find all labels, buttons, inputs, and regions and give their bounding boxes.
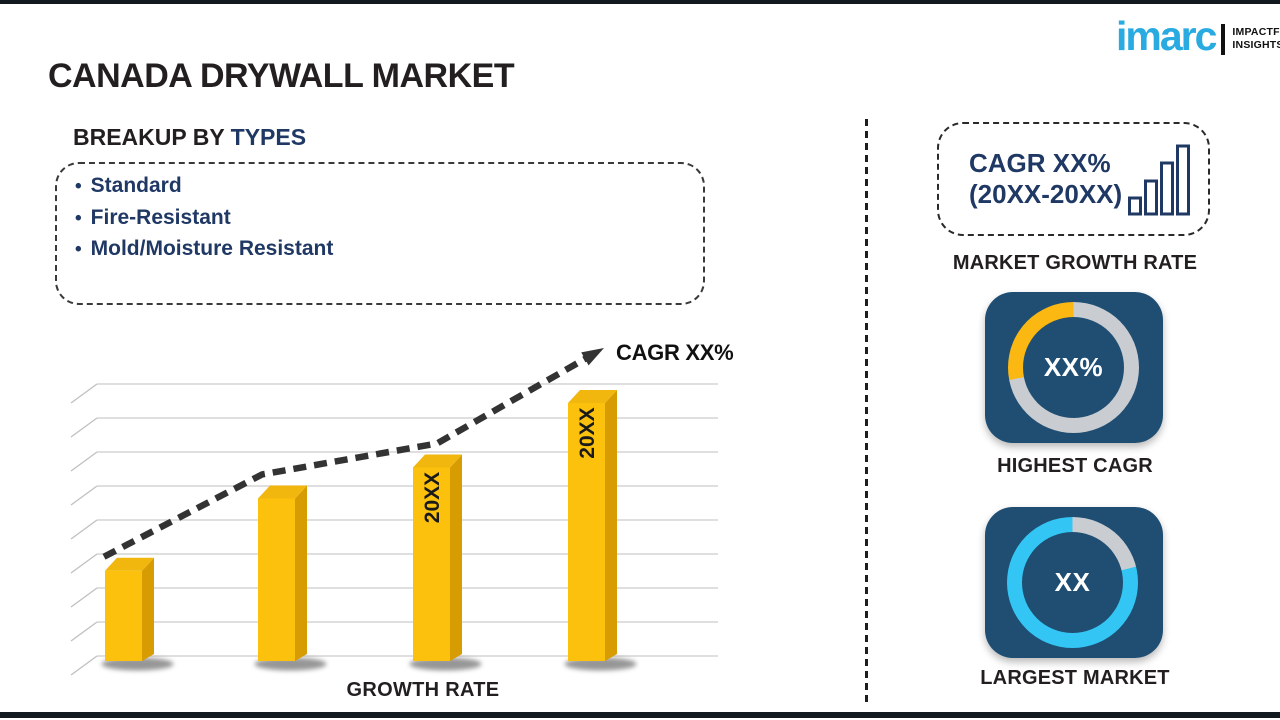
- highest-cagr-label: HIGHEST CAGR: [997, 455, 1153, 477]
- types-list: • Standard • Fire-Resistant • Mold/Moisture R…: [75, 171, 333, 266]
- chart-bars: 20XX 20XX: [101, 390, 637, 671]
- growth-bars-icon: [1128, 144, 1190, 216]
- breakup-heading: BREAKUP BY TYPES: [73, 124, 307, 150]
- largest-market-card: XX: [985, 507, 1163, 658]
- bar: 20XX: [409, 454, 482, 671]
- logo-tagline: IMPACTFUL INSIGHTS: [1232, 26, 1280, 52]
- page-title: CANADA DRYWALL MARKET: [48, 57, 515, 95]
- bar: 20XX: [564, 390, 637, 671]
- highest-cagr-donut: XX%: [1008, 302, 1139, 433]
- largest-market-label: LARGEST MARKET: [980, 667, 1170, 689]
- logo-separator-bar: [1221, 24, 1226, 55]
- largest-market-donut: XX: [1007, 517, 1138, 648]
- bar-year-label: 20XX: [576, 407, 599, 458]
- highest-cagr-value: XX%: [1043, 352, 1104, 382]
- imarc-logo-wordmark: imarc: [1116, 13, 1217, 59]
- bar: [101, 557, 174, 671]
- bottom-frame-bar: [0, 712, 1280, 718]
- type-item: • Fire-Resistant: [75, 205, 231, 229]
- highest-cagr-card: XX%: [985, 292, 1163, 443]
- top-frame-bar: [0, 0, 1280, 4]
- highest-cagr-donut-hole: XX%: [1023, 317, 1124, 418]
- trend-cagr-label: CAGR XX%: [616, 340, 734, 365]
- imarc-logo: imarc IMPACTFUL INSIGHTS: [1116, 16, 1280, 57]
- type-item: • Mold/Moisture Resistant: [75, 237, 334, 260]
- types-dashed-box: [55, 162, 705, 305]
- chart-gridlines: [70, 383, 718, 676]
- bar-year-label: 20XX: [421, 472, 444, 523]
- cagr-box-text: CAGR XX% (20XX-20XX): [969, 148, 1123, 209]
- largest-market-donut-hole: XX: [1022, 532, 1123, 633]
- largest-market-value: XX: [1054, 567, 1091, 597]
- chart-x-axis-label: GROWTH RATE: [346, 679, 500, 701]
- cagr-dashed-box: CAGR XX% (20XX-20XX): [937, 122, 1210, 236]
- type-item: • Standard: [75, 174, 182, 197]
- bar: [254, 485, 327, 671]
- vertical-dashed-divider: [865, 119, 868, 703]
- trend-arrow: [102, 348, 604, 560]
- market-growth-rate-label: MARKET GROWTH RATE: [952, 252, 1198, 274]
